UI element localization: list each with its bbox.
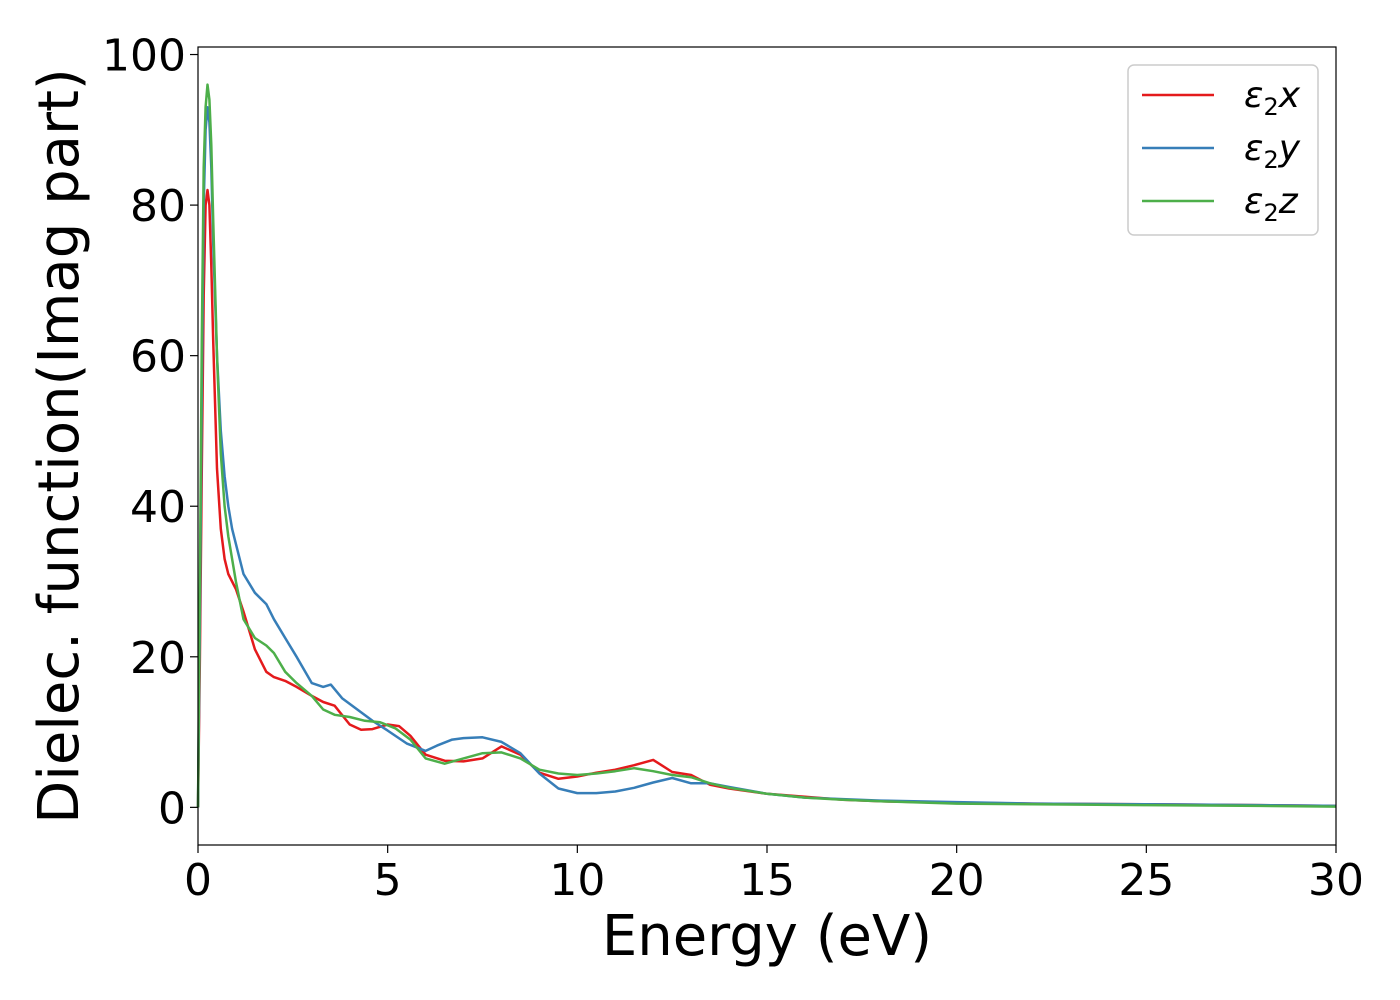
x-tick-label: 20 xyxy=(929,855,985,906)
x-tick-label: 5 xyxy=(374,855,402,906)
x-tick-label: 10 xyxy=(549,855,605,906)
y-tick-label: 0 xyxy=(158,783,186,834)
x-tick-label: 30 xyxy=(1308,855,1364,906)
x-tick-label: 15 xyxy=(739,855,795,906)
y-tick-label: 20 xyxy=(130,633,186,684)
y-axis: 0 20 40 60 80 100 xyxy=(102,31,198,834)
legend-label-y: ε2y xyxy=(1244,128,1301,174)
y-tick-label: 60 xyxy=(130,332,186,383)
x-axis-title: Energy (eV) xyxy=(602,904,932,969)
series-line-z xyxy=(196,83,1337,808)
x-axis: 0 5 10 15 20 25 30 xyxy=(184,845,1364,906)
y-axis-title: Dielec. function(Imag part) xyxy=(27,68,92,824)
y-tick-label: 40 xyxy=(130,482,186,533)
x-tick-label: 25 xyxy=(1118,855,1174,906)
x-tick-label: 0 xyxy=(184,855,212,906)
legend-label-z: ε2z xyxy=(1244,181,1299,227)
legend-label-x: ε2x xyxy=(1244,75,1301,121)
legend: ε2x ε2y ε2z xyxy=(1127,64,1319,236)
legend-box xyxy=(1127,64,1319,236)
series-layer xyxy=(196,83,1337,808)
y-tick-label: 80 xyxy=(130,181,186,232)
y-tick-label: 100 xyxy=(102,31,186,82)
